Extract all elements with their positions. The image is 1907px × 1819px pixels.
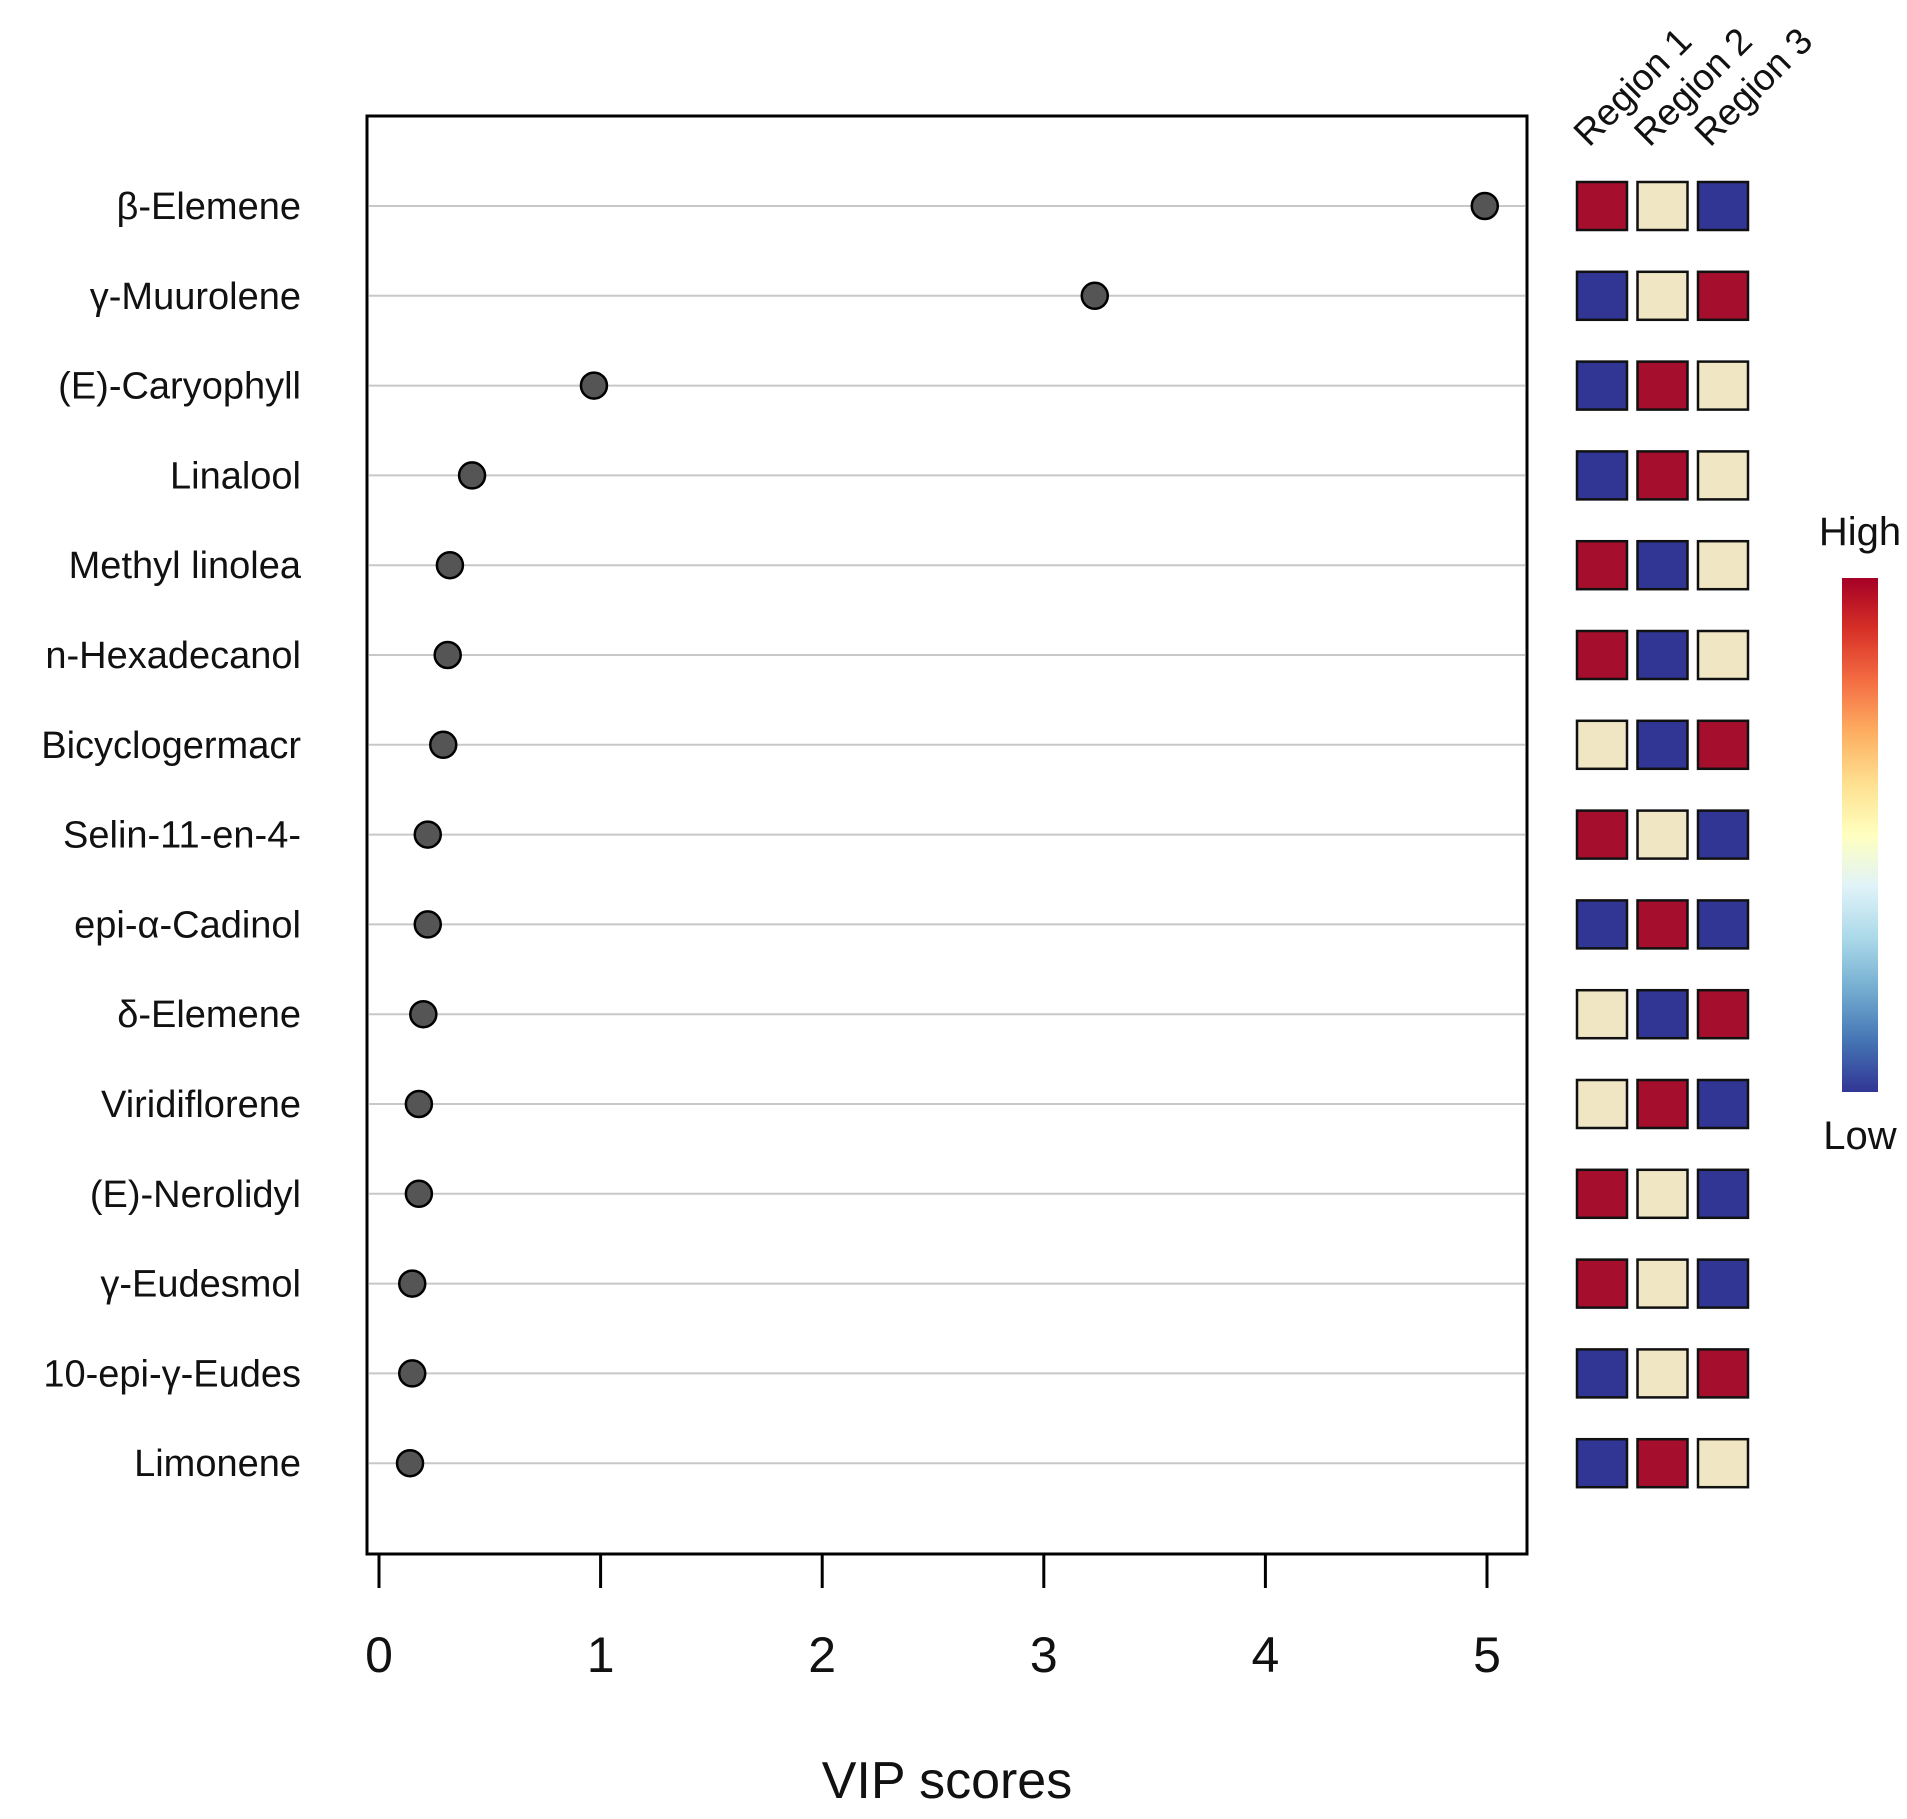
- compound-label: Bicyclogermacr: [41, 725, 301, 767]
- heatmap-cell: [1636, 1437, 1689, 1489]
- vip-point: [457, 461, 487, 490]
- compound-label: Methyl linolea: [69, 545, 302, 587]
- heatmap-cell: [1696, 1437, 1750, 1489]
- heatmap-cell: [1696, 180, 1750, 232]
- compound-label: γ-Eudesmol: [100, 1264, 301, 1306]
- vip-point: [404, 1089, 434, 1119]
- heatmap-cell: [1636, 988, 1689, 1040]
- heatmap-cell: [1696, 988, 1750, 1040]
- vip-point: [397, 1269, 427, 1298]
- heatmap-cell: [1636, 1348, 1689, 1399]
- compound-label: β-Elemene: [117, 186, 302, 228]
- compound-label: γ-Muurolene: [90, 276, 301, 318]
- compound-label: (E)-Caryophyll: [58, 366, 301, 408]
- heatmap-cell: [1696, 360, 1750, 411]
- vip-point: [1470, 191, 1500, 221]
- heatmap-cell: [1636, 1168, 1689, 1220]
- heatmap-cell: [1696, 809, 1750, 860]
- heatmap-cell: [1575, 180, 1629, 232]
- vip-point: [429, 730, 458, 760]
- heatmap-cell: [1636, 1078, 1689, 1130]
- heatmap-cell: [1575, 270, 1629, 322]
- compound-label: Limonene: [134, 1443, 301, 1485]
- heatmap-cell: [1636, 180, 1689, 232]
- heatmap-cell: [1575, 360, 1629, 411]
- compound-label: epi-α-Cadinol: [74, 904, 301, 946]
- heatmap-cell: [1636, 899, 1689, 950]
- heatmap-cell: [1636, 450, 1689, 501]
- legend-color-bar: [1842, 578, 1878, 1092]
- legend-low-label: Low: [1823, 1114, 1896, 1158]
- heatmap-cell: [1575, 1078, 1629, 1130]
- heatmap-cell: [1575, 1348, 1629, 1399]
- heatmap-cell: [1575, 1168, 1629, 1220]
- heatmap-cell: [1575, 719, 1629, 771]
- vip-point: [435, 550, 465, 580]
- x-axis: 0 1 2 3 4 5: [365, 1552, 1501, 1683]
- grid-lines: [369, 205, 1525, 1465]
- compound-label: 10-epi-γ-Eudes: [43, 1353, 301, 1395]
- heatmap-cell: [1636, 719, 1689, 771]
- heatmap-cell: [1575, 629, 1629, 681]
- compound-label: Linalool: [170, 455, 301, 497]
- heatmap-cell: [1575, 1437, 1629, 1489]
- heatmap-cell: [1575, 809, 1629, 860]
- compound-label: (E)-Nerolidyl: [90, 1174, 301, 1216]
- heatmap-cell: [1696, 1078, 1750, 1130]
- heatmap-cell: [1636, 629, 1689, 681]
- heatmap-cell: [1636, 539, 1689, 591]
- vip-point: [404, 1179, 434, 1209]
- x-tick-label: 4: [1251, 1627, 1279, 1683]
- color-legend: High Low: [1819, 510, 1901, 1158]
- x-tick-label: 1: [587, 1627, 615, 1683]
- heatmap-cell: [1696, 899, 1750, 950]
- x-tick-label: 2: [808, 1627, 836, 1683]
- heatmap-cell: [1696, 539, 1750, 591]
- heatmap-cell: [1575, 539, 1629, 591]
- vip-point: [409, 999, 438, 1029]
- heatmap-cell: [1636, 270, 1689, 322]
- x-axis-title: VIP scores: [822, 1752, 1072, 1810]
- compound-label: Selin-11-en-4-: [63, 815, 301, 857]
- vip-point: [1080, 281, 1110, 311]
- compound-label: n-Hexadecanol: [45, 635, 301, 677]
- vip-point: [413, 820, 443, 849]
- heatmap-cell: [1636, 809, 1689, 860]
- vip-point: [413, 910, 443, 939]
- heatmap-cell: [1636, 360, 1689, 411]
- heatmap-cell: [1636, 1258, 1689, 1309]
- legend-high-label: High: [1819, 510, 1901, 554]
- heatmap-cell: [1696, 629, 1750, 681]
- compound-label: Viridiflorene: [101, 1084, 301, 1126]
- vip-point: [395, 1448, 425, 1478]
- heatmap-cell: [1696, 1258, 1750, 1309]
- compound-labels: β-Elemene γ-Muurolene (E)-Caryophyll Linalo…: [41, 186, 302, 1485]
- vip-point: [579, 371, 609, 400]
- x-tick-label: 3: [1030, 1627, 1058, 1683]
- heatmap-cell: [1696, 270, 1750, 322]
- x-tick-label: 5: [1473, 1627, 1501, 1683]
- heatmap-cell: [1696, 1168, 1750, 1220]
- heatmap-cell: [1575, 450, 1629, 501]
- heatmap-cell: [1696, 450, 1750, 501]
- vip-point: [433, 640, 462, 670]
- heatmap: [1575, 180, 1750, 1489]
- heatmap-cell: [1575, 899, 1629, 950]
- heatmap-cell: [1575, 988, 1629, 1040]
- compound-label: δ-Elemene: [117, 994, 301, 1036]
- data-points: [395, 191, 1500, 1478]
- heatmap-cell: [1696, 1348, 1750, 1399]
- heatmap-cell: [1696, 719, 1750, 771]
- heatmap-cell: [1575, 1258, 1629, 1309]
- x-tick-label: 0: [365, 1627, 393, 1683]
- vip-point: [397, 1359, 427, 1388]
